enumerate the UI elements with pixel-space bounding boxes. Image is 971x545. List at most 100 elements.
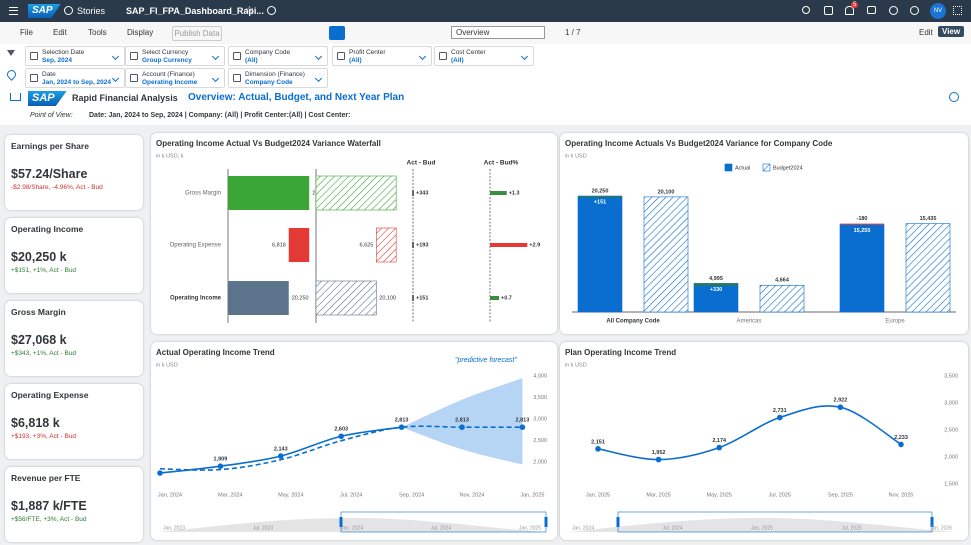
x-tick-label: Jan, 2025	[520, 492, 544, 498]
filter-label: Date	[42, 71, 56, 78]
menu-item[interactable]: File	[20, 28, 33, 37]
filter-token[interactable]: Selection Date Sep, 2024	[25, 46, 125, 66]
filter-icon	[30, 52, 38, 60]
point	[777, 414, 783, 421]
help-icon[interactable]	[910, 6, 919, 15]
filter-token[interactable]: Cost Center (All)	[434, 46, 534, 66]
value-label: 2,731	[773, 408, 787, 414]
value-label: 15,435	[920, 216, 937, 222]
filter-token[interactable]: Account (Finance) Operating Income	[125, 68, 225, 88]
kpi-value: $27,068 k	[11, 333, 67, 347]
filter-icon	[337, 52, 345, 60]
stories-icon	[64, 6, 73, 15]
kpi-card: Gross Margin $27,068 k +$343, +1%, Act - B…	[5, 301, 143, 376]
filter-value: Sep, 2024	[42, 57, 72, 64]
filter-token[interactable]: Select Currency Group Currency	[125, 46, 225, 66]
navigator-label: Jul, 2025	[841, 525, 862, 531]
kpi-value: $1,887 k/FTE	[11, 499, 87, 513]
point	[398, 424, 405, 431]
kpi-value: $6,818 k	[11, 416, 60, 430]
point	[338, 433, 344, 440]
navigator-handle	[544, 517, 548, 527]
x-tick-label: All Company Code	[606, 319, 660, 325]
file-name[interactable]: SAP_FI_FPA_Dashboard_Rapi...	[126, 6, 264, 16]
kpi-title: Revenue per FTE	[11, 473, 81, 483]
view-mode[interactable]: View	[938, 26, 965, 37]
y-tick-label: 2,500	[533, 438, 547, 444]
filter-token[interactable]: Date Jan, 2024 to Sep, 2024	[25, 68, 125, 88]
kpi-delta: -$2.98/Share, -4.96%, Act - Bud	[11, 184, 103, 191]
close-icon[interactable]	[267, 6, 276, 15]
value-label: 2,233	[894, 435, 908, 441]
bar	[288, 228, 310, 262]
filter-token[interactable]: Dimension (Finance) Company Code	[228, 68, 328, 88]
help-icon[interactable]	[949, 92, 959, 102]
avatar[interactable]: NV	[930, 3, 946, 19]
chart-title: Actual Operating Income Trend	[156, 348, 275, 357]
trend-card: Actual Operating Income Trend in k USD 2,0…	[151, 342, 557, 540]
x-tick-label: Jul, 2024	[340, 492, 362, 498]
filter-label: Company Code	[245, 49, 291, 56]
value-label: 2,813	[455, 418, 469, 424]
legend-label: Budget2024	[773, 165, 803, 171]
point	[898, 441, 904, 448]
publish-button[interactable]: Publish Data	[172, 26, 222, 41]
search-icon[interactable]	[802, 6, 810, 14]
chat-icon[interactable]	[867, 6, 876, 14]
legend-swatch	[762, 163, 771, 172]
waterfall-card: Operating Income Actual Vs Budget2024 Va…	[151, 133, 557, 334]
value-label: 6,818	[272, 242, 286, 248]
filter-token[interactable]: Profit Center (All)	[332, 46, 432, 66]
filter-value: (All)	[451, 57, 464, 64]
product-name[interactable]: Stories	[77, 6, 106, 16]
navigator-handle	[930, 517, 934, 527]
page-select[interactable]: Overview	[451, 26, 545, 39]
filter-value: Group Currency	[142, 57, 192, 64]
kpi-card: Operating Expense $6,818 k +$193, +3%, Act…	[5, 384, 143, 459]
filter-value: Operating Income	[142, 79, 198, 86]
menu-item[interactable]: Display	[127, 28, 154, 37]
menu-item[interactable]: Edit	[53, 28, 67, 37]
pov-text: Date: Jan, 2024 to Sep, 2024 | Company: …	[89, 112, 351, 119]
variance-pct-label: +2.9	[529, 242, 540, 248]
sap-logo[interactable]: SAP	[28, 4, 61, 18]
category-label: Gross Margin	[185, 191, 221, 197]
notification-badge: 5	[851, 2, 859, 8]
menu-item[interactable]: Tools	[88, 28, 107, 37]
value-label: 15,255	[854, 228, 871, 234]
bar	[315, 280, 377, 316]
home-icon[interactable]	[10, 93, 21, 101]
x-tick-label: Europe	[885, 319, 905, 325]
story-header: SAP Rapid Financial Analysis Overview: A…	[0, 88, 971, 125]
plan-card: Plan Operating Income Trend in k USD 1,500…	[560, 342, 968, 540]
point	[655, 456, 662, 463]
value-label: 2,174	[712, 438, 727, 444]
waterfall-chart: Operating Income Actual Vs Budget2024 Va…	[156, 139, 540, 323]
filter-value: Company Code	[245, 79, 293, 86]
kpi-delta: +$343, +1%, Act - Bud	[11, 350, 77, 357]
filter-token[interactable]: Company Code (All)	[228, 46, 328, 66]
variance-label: +193	[416, 242, 428, 248]
filter-toggle[interactable]	[329, 26, 345, 40]
kpi-delta: +$193, +3%, Act - Bud	[11, 433, 77, 440]
settings-icon[interactable]	[889, 6, 898, 15]
filter-label: Selection Date	[42, 49, 85, 56]
bar	[577, 195, 623, 313]
bar	[839, 224, 885, 313]
favorite-icon[interactable]: ☆	[245, 5, 254, 16]
notification-icon[interactable]	[845, 6, 854, 15]
x-tick-label: Mar, 2024	[218, 492, 242, 498]
filter-icon	[130, 52, 138, 60]
menu-icon[interactable]	[9, 7, 18, 15]
filter-icon	[30, 74, 38, 82]
kpi-delta: +$56/FTE, +3%, Act - Bud	[11, 516, 87, 523]
x-tick-label: Mar, 2025	[646, 492, 670, 498]
variance-pct-bar	[490, 191, 507, 195]
value-label: 6,625	[360, 242, 374, 248]
variance-pct-label: +1.3	[509, 190, 520, 196]
navigator-area	[159, 518, 545, 532]
y-tick-label: 2,500	[944, 427, 958, 433]
edit-mode[interactable]: Edit	[919, 28, 933, 37]
assist-icon[interactable]	[824, 6, 833, 15]
apps-icon[interactable]	[953, 6, 962, 15]
